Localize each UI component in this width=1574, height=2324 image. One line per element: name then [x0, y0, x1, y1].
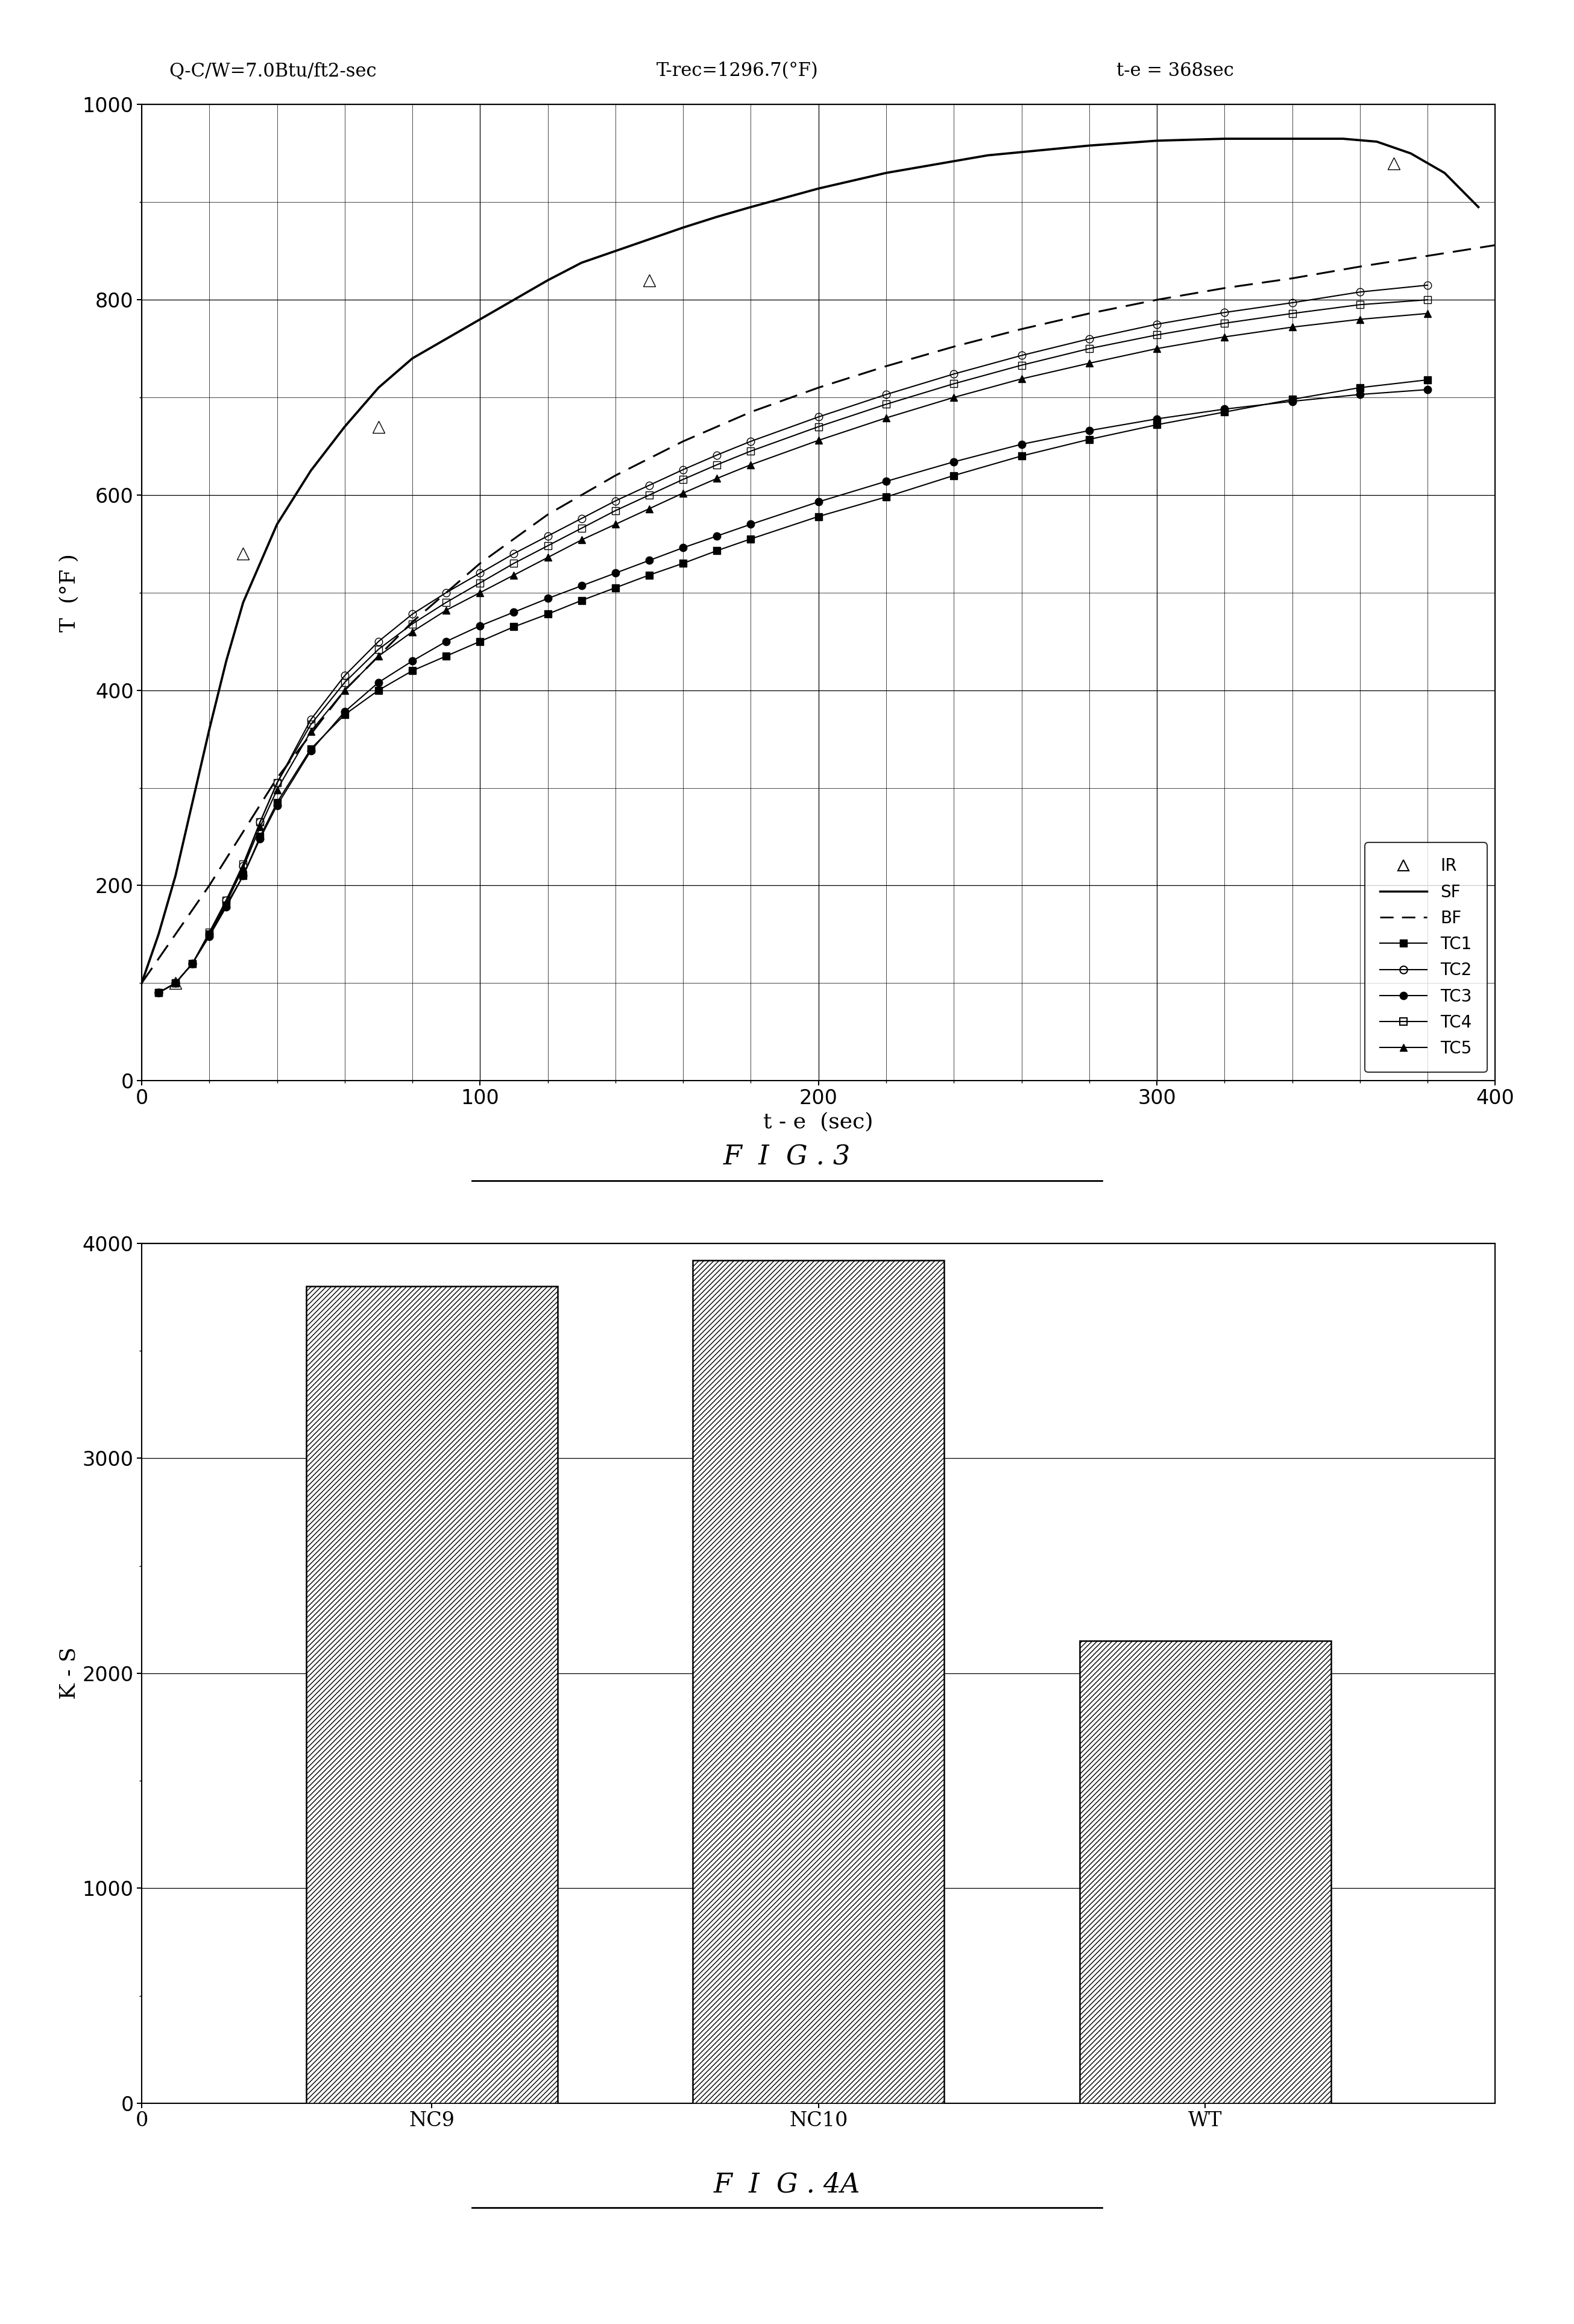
Legend: IR, SF, BF, TC1, TC2, TC3, TC4, TC5: IR, SF, BF, TC1, TC2, TC3, TC4, TC5	[1365, 844, 1487, 1071]
X-axis label: t - e  (sec): t - e (sec)	[763, 1111, 874, 1132]
Bar	[1080, 1641, 1332, 2103]
Bar	[305, 1287, 557, 2103]
Text: F  I  G . 3: F I G . 3	[724, 1143, 850, 1171]
Text: Q-C/W=7.0Btu/ft2-sec: Q-C/W=7.0Btu/ft2-sec	[168, 60, 376, 79]
Y-axis label: K - S: K - S	[58, 1648, 79, 1699]
Y-axis label: T  (°F ): T (°F )	[58, 553, 79, 632]
Text: t-e = 368sec: t-e = 368sec	[1116, 60, 1234, 79]
Text: F  I  G . 4A: F I G . 4A	[713, 2171, 861, 2199]
Bar	[693, 1260, 944, 2103]
Text: T-rec=1296.7(°F): T-rec=1296.7(°F)	[656, 60, 818, 79]
